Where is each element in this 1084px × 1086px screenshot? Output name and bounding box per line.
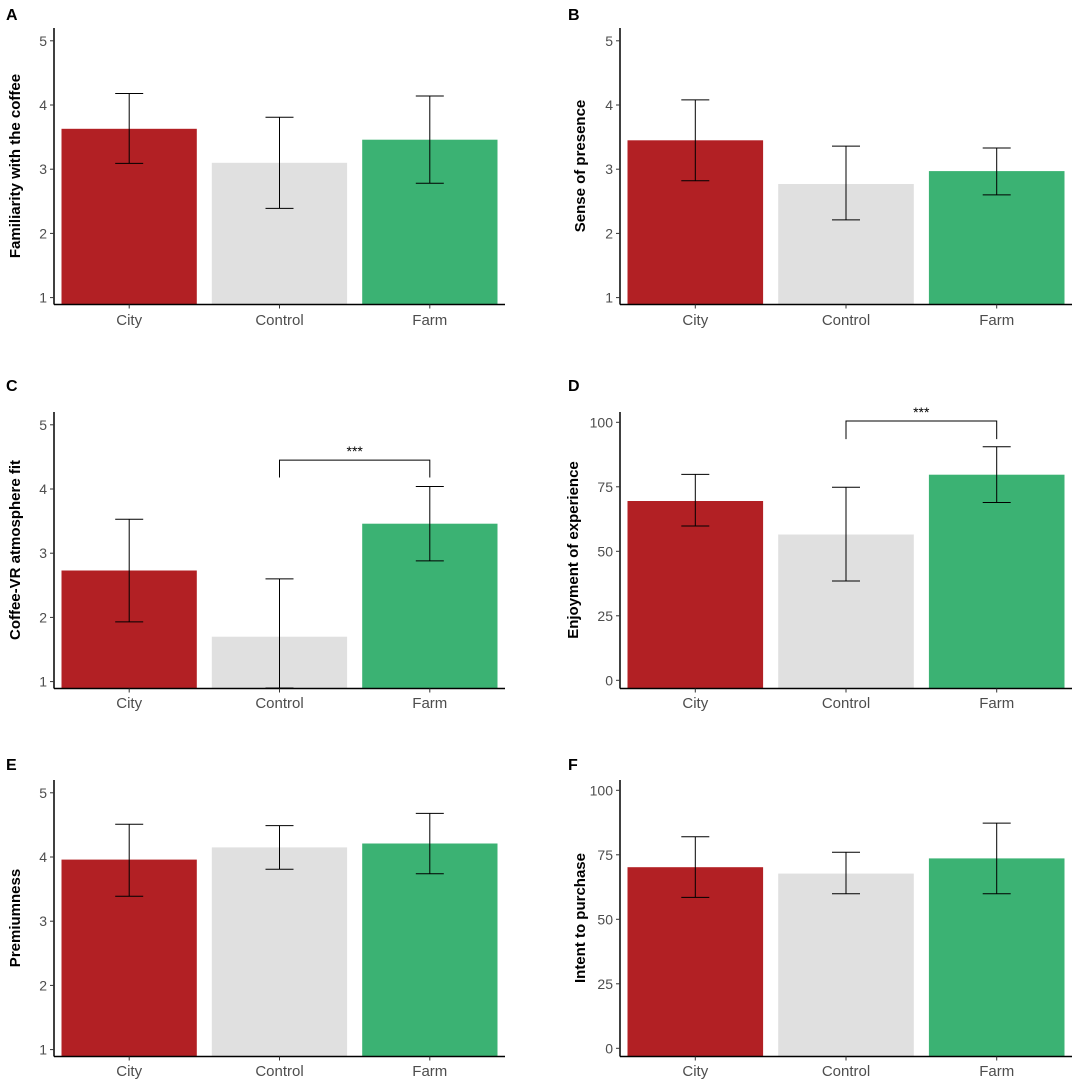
panel-f-xtick-label-farm: Farm — [979, 1063, 1014, 1080]
panel-d-ytick-label-0: 0 — [605, 672, 613, 688]
panel-b-xtick-label-city: City — [682, 312, 708, 329]
panel-d-errorbar-control — [832, 486, 860, 582]
panel-b-ytick-label-1: 1 — [605, 290, 613, 306]
panel-c-significance-bracket — [279, 459, 431, 478]
panel-a-ytick-label-3: 3 — [39, 161, 47, 177]
panel-d-xtick-label-farm: Farm — [979, 695, 1014, 712]
panel-e-letter: E — [6, 757, 17, 774]
panel-f-ytick-label-0: 0 — [605, 1040, 613, 1056]
panel-a-xtick-label-city: City — [116, 312, 142, 329]
panel-d-ytick-label-100: 100 — [590, 414, 614, 430]
panel-d-errorbar-city — [681, 473, 710, 527]
panel-b-ytick-label-4: 4 — [605, 97, 613, 113]
panel-a-errorbar-city — [115, 93, 144, 164]
panel-d-letter: D — [568, 378, 580, 395]
panel-d-significance-label: *** — [913, 404, 930, 420]
panel-e-ytick-label-2: 2 — [39, 977, 47, 993]
panel-e-bar-farm — [362, 843, 498, 1056]
panel-f-bar-city — [627, 867, 764, 1056]
panel-c-xtick-label-farm: Farm — [412, 695, 447, 712]
panel-a-errorbar-control — [265, 116, 294, 209]
panel-e-ytick-label-1: 1 — [39, 1042, 47, 1058]
panel-b-errorbar-control — [832, 145, 860, 221]
panel-c-errorbar-farm — [415, 486, 444, 562]
panel-e-xtick-label-farm: Farm — [412, 1063, 447, 1080]
panel-c-xtick-label-city: City — [116, 695, 142, 712]
panel-f-letter: F — [568, 757, 578, 774]
panel-a-errorbar-farm — [415, 95, 444, 184]
panel-c-significance-label: *** — [347, 443, 364, 459]
panel-a-ytick-label-1: 1 — [39, 290, 47, 306]
panel-f-y-axis-title: Intent to purchase — [572, 853, 589, 983]
panel-d-ytick-label-75: 75 — [597, 479, 613, 495]
panel-a-xtick-label-control: Control — [255, 312, 303, 329]
panel-e-bar-control — [211, 847, 348, 1056]
panel-b-ytick-label-3: 3 — [605, 161, 613, 177]
panel-d-significance-bracket — [845, 420, 998, 440]
panel-f-ytick-label-50: 50 — [597, 911, 613, 927]
panel-c-letter: C — [6, 378, 18, 395]
panel-f-errorbar-city — [681, 836, 710, 898]
panel-b-errorbar-city — [681, 99, 710, 182]
panel-d-ytick-label-50: 50 — [597, 543, 613, 559]
panel-e-errorbar-control — [265, 825, 294, 870]
panel-d-ytick-label-25: 25 — [597, 608, 613, 624]
panel-f-xtick-label-control: Control — [822, 1063, 870, 1080]
panel-d-bar-farm — [928, 474, 1065, 688]
panel-a-ytick-label-4: 4 — [39, 97, 47, 113]
panel-c-y-axis-title: Coffee-VR atmosphere fit — [7, 460, 24, 640]
panel-a-ytick-label-2: 2 — [39, 225, 47, 241]
panel-e-ytick-label-3: 3 — [39, 913, 47, 929]
panel-c-ytick-label-2: 2 — [39, 609, 47, 625]
panel-c-ytick-label-5: 5 — [39, 417, 47, 433]
panel-b-xtick-label-control: Control — [822, 312, 870, 329]
panel-c-ytick-label-1: 1 — [39, 674, 47, 690]
panel-e-ytick-label-4: 4 — [39, 849, 47, 865]
panel-d-xtick-label-city: City — [682, 695, 708, 712]
panel-c-ytick-label-3: 3 — [39, 545, 47, 561]
panel-f-errorbar-farm — [982, 822, 1011, 895]
panel-d-y-axis-title: Enjoyment of experience — [565, 461, 582, 639]
panel-e-xtick-label-control: Control — [255, 1063, 303, 1080]
panel-e-ytick-label-5: 5 — [39, 785, 47, 801]
panel-f-bar-control — [778, 873, 914, 1056]
panel-b-errorbar-farm — [982, 147, 1011, 196]
panel-a-ytick-label-5: 5 — [39, 33, 47, 49]
panel-a-letter: A — [6, 7, 18, 24]
panel-b-xtick-label-farm: Farm — [979, 312, 1014, 329]
panel-a-xtick-label-farm: Farm — [412, 312, 447, 329]
panel-f-xtick-label-city: City — [682, 1063, 708, 1080]
panel-e-errorbar-city — [115, 823, 144, 897]
panel-a-y-axis-title: Familiarity with the coffee — [7, 74, 24, 258]
panel-f-ytick-label-100: 100 — [590, 782, 614, 798]
panel-f-errorbar-control — [832, 851, 860, 895]
panel-f-ytick-label-75: 75 — [597, 847, 613, 863]
panel-b-ytick-label-2: 2 — [605, 225, 613, 241]
panel-e-errorbar-farm — [415, 812, 444, 875]
panel-b-letter: B — [568, 7, 580, 24]
panel-b-ytick-label-5: 5 — [605, 33, 613, 49]
panel-b-y-axis-title: Sense of presence — [572, 100, 589, 233]
panel-e-xtick-label-city: City — [116, 1063, 142, 1080]
panel-c-errorbar-city — [115, 518, 144, 623]
panel-e-y-axis-title: Premiumness — [7, 869, 24, 967]
panel-d-bar-city — [627, 501, 764, 688]
panel-c-ytick-label-4: 4 — [39, 481, 47, 497]
panel-c-xtick-label-control: Control — [255, 695, 303, 712]
panel-d-errorbar-farm — [982, 446, 1011, 503]
panel-d-xtick-label-control: Control — [822, 695, 870, 712]
panel-f-ytick-label-25: 25 — [597, 976, 613, 992]
